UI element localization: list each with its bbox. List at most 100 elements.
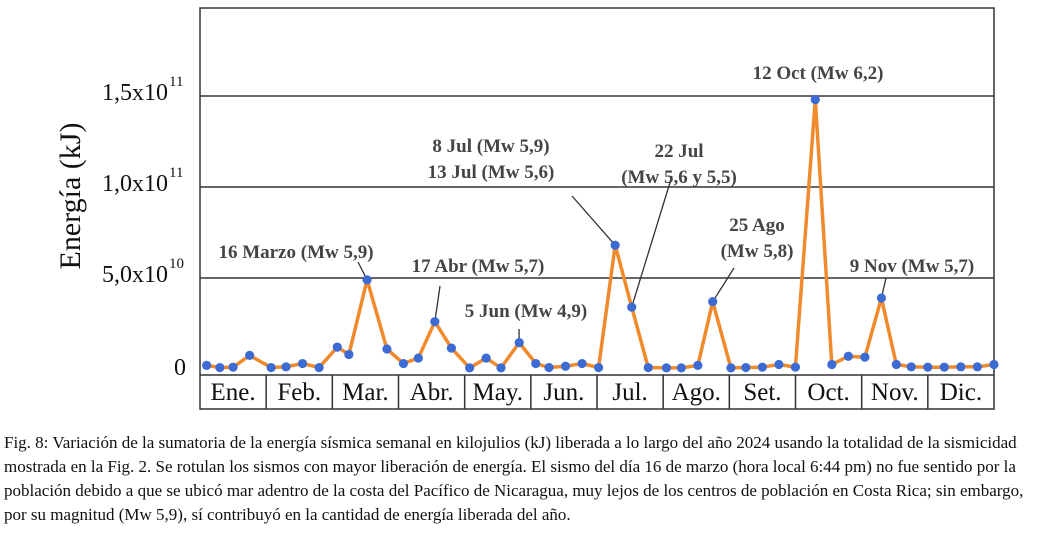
month-label: Mar. [342,379,389,406]
data-point [398,358,409,369]
annotation-label: 17 Abr (Mw 5,7) [412,256,545,277]
month-label: Nov. [871,379,919,406]
data-point [314,362,324,373]
month-label: Feb. [277,379,321,406]
figure-caption: Fig. 8: Variación de la sumatoria de la … [4,433,1024,524]
data-point [332,342,342,352]
data-point [661,363,672,373]
data-point [514,338,524,348]
month-label: Abr. [410,379,454,406]
data-point [281,362,291,372]
annotation-label: 8 Jul (Mw 5,9) [432,136,549,157]
month-axis: Ene. Feb. Mar. Abr. May. Jun. Jul. Ago. Set. Oct.… [211,375,982,409]
annotation-label: 12 Oct (Mw 6,2) [753,63,884,84]
y-tick-label: 1,0x10 [102,171,168,197]
data-point [989,359,999,370]
annotation-label: 5 Jun (Mw 4,9) [465,301,587,322]
y-tick-label: 0 [174,355,186,381]
data-point [643,362,653,373]
data-point [531,358,541,369]
annotation-leader [631,175,673,308]
y-tick-label: 1,5x10 [102,80,168,106]
data-point [810,95,820,105]
data-point [413,353,423,363]
y-tick: 5,0x10 10 [102,256,184,288]
annotation-label: (Mw 5,6 y 5,5) [621,167,737,188]
data-point [446,343,457,353]
annotation-leader [571,195,616,246]
data-point [245,350,255,360]
data-point [344,349,354,360]
data-point [972,362,982,372]
month-label: Jul. [612,379,647,406]
series-energy [202,95,999,373]
data-point [465,363,475,373]
data-point [297,358,308,369]
annotation: 9 Nov (Mw 5,7) [850,256,975,299]
month-label: Ene. [211,379,256,406]
data-point [676,363,686,373]
annotation-label: (Mw 5,8) [721,241,794,262]
data-point [693,360,703,370]
annotation: 17 Abr (Mw 5,7) [412,256,545,322]
y-tick-label: 5,0x10 [102,262,168,288]
data-point [876,293,887,303]
data-point [594,362,604,373]
data-point [860,352,870,362]
data-point [430,317,440,327]
annotation-leader [434,285,441,322]
data-point [202,360,212,370]
data-point [757,362,767,372]
annotation-label: 13 Jul (Mw 5,6) [428,162,555,183]
data-point [610,240,620,250]
month-label: Oct. [807,379,849,406]
data-point [577,358,587,369]
data-point [891,359,901,370]
data-point [827,359,837,370]
data-point [906,362,916,372]
month-label: Set. [743,379,781,406]
annotation: 8 Jul (Mw 5,9) 13 Jul (Mw 5,6) [428,136,616,246]
data-point [266,362,276,373]
data-point [228,362,238,372]
data-point [843,351,853,361]
data-point [741,362,751,373]
data-point [939,362,949,372]
annotation-leader [712,267,735,303]
annotation: 22 Jul (Mw 5,6 y 5,5) [621,141,737,308]
y-tick-exponent: 10 [169,256,184,272]
data-point [923,362,933,372]
annotation: 5 Jun (Mw 4,9) [465,301,587,343]
data-point [382,344,392,354]
annotation: 16 Marzo (Mw 5,9) [218,242,374,281]
annotations: 16 Marzo (Mw 5,9) 17 Abr (Mw 5,7) 5 Jun (M… [218,63,974,343]
annotation: 12 Oct (Mw 6,2) [753,63,884,84]
data-point [496,363,506,373]
annotation-label: 22 Jul [654,141,703,162]
y-tick-exponent: 11 [169,165,183,181]
y-tick: 0 [174,355,186,381]
data-point [790,362,801,372]
annotation: 25 Ago (Mw 5,8) [712,215,794,303]
annotation-label: 9 Nov (Mw 5,7) [850,256,975,277]
data-point [956,362,966,372]
data-point [362,275,372,285]
data-point [627,302,637,312]
data-point [708,297,718,307]
energy-line-chart: Ene. Feb. Mar. Abr. May. Jun. Jul. Ago. Set. Oct.… [54,7,999,410]
data-point [774,359,784,370]
data-point [481,353,491,363]
month-label: Jun. [543,379,584,406]
y-axis-ticks: 05,0x10 101,0x10 111,5x10 11 [102,74,186,381]
y-tick: 1,5x10 11 [102,74,183,106]
annotation-label: 25 Ago [729,215,784,236]
y-tick: 1,0x10 11 [102,165,183,197]
y-tick-exponent: 11 [169,74,183,90]
data-point [215,362,225,373]
data-point [560,361,571,371]
data-point [544,362,554,373]
y-axis-label: Energía (kJ) [54,123,87,270]
series-line [206,97,995,370]
month-label: May. [473,379,523,406]
month-label: Dic. [940,379,982,406]
